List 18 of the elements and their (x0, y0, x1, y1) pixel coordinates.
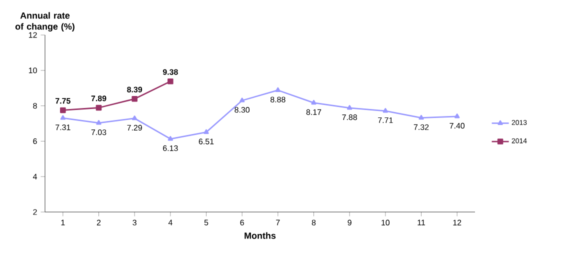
point (239, 98, 245, 102)
y-axis-title: Annual rate of change (%) (15, 12, 74, 32)
point (96, 120, 102, 125)
point (346, 105, 352, 110)
point (418, 114, 424, 120)
point (96, 104, 102, 111)
point (204, 129, 209, 134)
point (132, 96, 138, 102)
x-axis-title: Months (244, 232, 276, 239)
point (168, 78, 174, 84)
point (60, 115, 66, 120)
point (311, 100, 316, 105)
point (275, 87, 281, 92)
point (168, 136, 174, 141)
point (454, 114, 460, 118)
point (382, 108, 388, 113)
point (60, 107, 66, 114)
point (132, 115, 138, 120)
